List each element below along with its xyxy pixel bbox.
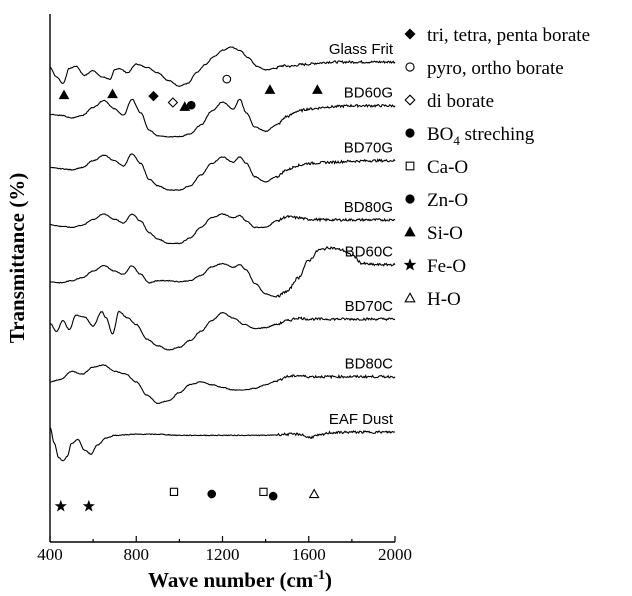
circle-filled-marker <box>186 100 196 110</box>
legend-label-main: H-O <box>427 289 461 310</box>
legend-label: tri, tetra, penta borate <box>427 25 590 46</box>
legend-item: Si-O <box>404 223 463 244</box>
legend-item: Ca-O <box>405 157 468 178</box>
sample-labels: Glass Frit BD60G BD70G BD80G BD60C BD70C BD80C… <box>329 41 394 428</box>
x-tick-label: 800 <box>124 545 150 564</box>
trace-bd80g <box>49 213 396 245</box>
sample-label: BD60G <box>344 85 393 102</box>
triangle-open-marker <box>404 292 416 303</box>
circle-filled-marker <box>405 128 415 138</box>
trace-bd60g <box>49 98 396 138</box>
legend-item: pyro, ortho borate <box>405 58 564 79</box>
diamond-open-marker <box>167 97 179 108</box>
sample-label: BD60C <box>345 244 394 261</box>
legend-label: di borate <box>427 91 494 112</box>
legend-label-main: Zn-O <box>427 190 468 211</box>
legend-label: Fe-O <box>427 256 466 277</box>
legend-label-main: Fe-O <box>427 256 466 277</box>
legend-item: H-O <box>404 289 461 310</box>
legend-label-main: di borate <box>427 91 494 112</box>
legend-item: BO4 streching <box>405 124 535 148</box>
legend-label-main: BO <box>427 124 453 145</box>
triangle-filled-marker <box>179 101 191 111</box>
circle-filled-marker <box>405 194 415 204</box>
circle-open-marker <box>405 62 415 72</box>
spectra-traces <box>49 46 396 462</box>
circle-filled-marker <box>268 491 278 501</box>
trace-eaf-dust <box>49 427 396 462</box>
triangle-filled-marker <box>264 84 276 94</box>
square-open-marker <box>405 161 415 171</box>
x-axis-title-main: Wave number (cm <box>148 568 314 592</box>
circle-open-marker <box>222 74 232 84</box>
trace-bd70g <box>49 153 396 191</box>
y-axis-title: Transmittance (%) <box>5 173 29 344</box>
sample-label: BD80C <box>345 356 394 373</box>
trace-bd70c <box>49 310 396 351</box>
square-open-marker <box>169 487 179 497</box>
x-tick-label: 1200 <box>206 545 240 564</box>
legend-label: pyro, ortho borate <box>427 58 564 79</box>
legend-item: tri, tetra, penta borate <box>404 25 590 46</box>
triangle-filled-marker <box>107 88 118 99</box>
legend-label: Zn-O <box>427 190 468 211</box>
legend-item: di borate <box>404 91 494 112</box>
triangle-filled-marker <box>58 89 70 100</box>
diamond-open-marker <box>404 94 416 106</box>
legend-item: Fe-O <box>403 256 466 277</box>
legend-label-main: tri, tetra, penta borate <box>427 25 590 46</box>
legend-item: Zn-O <box>405 190 468 211</box>
diamond-filled-marker <box>148 90 159 102</box>
trace-bd80c <box>49 364 396 405</box>
sample-label: BD70C <box>345 298 394 315</box>
legend-label-main: Si-O <box>427 223 463 244</box>
legend: tri, tetra, penta borate pyro, ortho bora… <box>403 25 590 310</box>
x-tick-label: 1600 <box>292 545 326 564</box>
trace-glass-frit <box>49 46 396 88</box>
triangle-filled-marker <box>404 226 416 237</box>
legend-label: H-O <box>427 289 461 310</box>
triangle-filled-marker <box>312 84 323 94</box>
star-filled-marker <box>54 499 67 512</box>
trace-bd60c <box>49 246 396 298</box>
x-tick-label: 2000 <box>378 545 412 564</box>
sample-label: Glass Frit <box>329 41 394 58</box>
legend-label: Ca-O <box>427 157 468 178</box>
band-markers <box>54 74 323 512</box>
star-filled-marker <box>403 258 417 271</box>
x-axis-title-close: ) <box>325 568 332 592</box>
sample-label: EAF Dust <box>329 411 394 428</box>
diamond-filled-marker <box>404 28 416 40</box>
square-open-marker <box>259 487 268 497</box>
sample-label: BD70G <box>344 140 393 157</box>
x-tick-label: 400 <box>37 545 63 564</box>
circle-filled-marker <box>207 489 217 499</box>
sample-label: BD80G <box>344 199 393 216</box>
legend-label-main: Ca-O <box>427 157 468 178</box>
legend-label-main: pyro, ortho borate <box>427 58 564 79</box>
x-axis: 400 800 1200 1600 2000 <box>37 536 412 564</box>
legend-label-sub: 4 <box>453 133 460 148</box>
x-axis-title-sup: -1 <box>313 568 325 583</box>
star-filled-marker <box>82 499 95 512</box>
triangle-open-marker <box>308 488 320 499</box>
legend-label: BO4 streching <box>427 124 535 148</box>
legend-label-rest: streching <box>460 124 535 145</box>
x-axis-title: Wave number (cm-1) <box>148 568 332 592</box>
legend-label: Si-O <box>427 223 463 244</box>
